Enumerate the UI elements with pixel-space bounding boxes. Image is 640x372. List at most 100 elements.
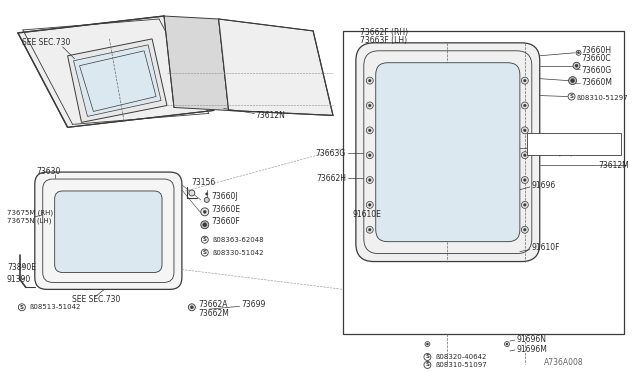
Text: 73662M: 73662M xyxy=(199,309,230,318)
Circle shape xyxy=(506,343,508,345)
Circle shape xyxy=(201,208,209,216)
Text: 73612M: 73612M xyxy=(598,161,629,170)
Text: 91696M: 91696M xyxy=(517,344,548,353)
Circle shape xyxy=(577,52,579,54)
Text: A736A008: A736A008 xyxy=(544,359,583,368)
Text: SEE SEC.730: SEE SEC.730 xyxy=(22,38,70,47)
Text: 73675N (LH): 73675N (LH) xyxy=(7,218,51,224)
Circle shape xyxy=(522,226,529,233)
Circle shape xyxy=(201,221,209,229)
Circle shape xyxy=(369,129,371,132)
Text: S: S xyxy=(426,355,429,359)
Polygon shape xyxy=(79,51,156,112)
FancyBboxPatch shape xyxy=(356,43,540,262)
Circle shape xyxy=(575,64,578,67)
Text: 73662F (RH): 73662F (RH) xyxy=(360,28,408,38)
Circle shape xyxy=(425,341,430,347)
Text: ß08320-40642: ß08320-40642 xyxy=(435,354,487,360)
Text: S: S xyxy=(20,305,24,310)
Text: 73660F: 73660F xyxy=(212,217,241,226)
Circle shape xyxy=(369,154,371,157)
Text: 73660M: 73660M xyxy=(582,78,612,87)
Circle shape xyxy=(524,203,526,206)
Circle shape xyxy=(369,203,371,206)
Circle shape xyxy=(366,152,373,159)
Polygon shape xyxy=(164,16,228,110)
Circle shape xyxy=(204,210,206,213)
Circle shape xyxy=(190,306,193,309)
Text: 91696N: 91696N xyxy=(517,334,547,344)
Text: 73660G: 73660G xyxy=(582,66,612,75)
FancyBboxPatch shape xyxy=(35,172,182,289)
Text: 91390: 91390 xyxy=(7,275,31,284)
Text: ß08310-51097: ß08310-51097 xyxy=(435,362,487,368)
Circle shape xyxy=(19,304,26,311)
Circle shape xyxy=(366,127,373,134)
Circle shape xyxy=(504,341,509,347)
Circle shape xyxy=(522,201,529,208)
Polygon shape xyxy=(74,45,161,116)
Circle shape xyxy=(189,190,195,196)
Text: ß08363-62048: ß08363-62048 xyxy=(212,237,264,243)
Circle shape xyxy=(366,177,373,183)
Bar xyxy=(527,133,621,155)
Polygon shape xyxy=(18,16,214,127)
Circle shape xyxy=(524,228,526,231)
Circle shape xyxy=(573,62,580,69)
Text: ß08513-51042: ß08513-51042 xyxy=(30,304,81,310)
Text: 73630: 73630 xyxy=(36,167,61,176)
Circle shape xyxy=(369,104,371,107)
Circle shape xyxy=(369,179,371,181)
Text: 73612N: 73612N xyxy=(255,111,285,120)
Circle shape xyxy=(369,79,371,82)
Text: 73662A: 73662A xyxy=(199,300,228,309)
Circle shape xyxy=(524,179,526,181)
Text: ß08310-51297: ß08310-51297 xyxy=(577,94,628,100)
Text: 73660E: 73660E xyxy=(212,205,241,214)
Text: 73662E (RH): 73662E (RH) xyxy=(529,140,573,147)
Text: 73663E (LH): 73663E (LH) xyxy=(529,150,573,157)
Circle shape xyxy=(203,223,207,227)
Circle shape xyxy=(204,198,209,202)
Text: S: S xyxy=(203,250,207,255)
Text: 91610F: 91610F xyxy=(532,243,560,252)
FancyBboxPatch shape xyxy=(376,63,520,242)
Circle shape xyxy=(202,249,208,256)
Circle shape xyxy=(524,104,526,107)
Circle shape xyxy=(424,362,431,368)
Circle shape xyxy=(202,236,208,243)
Circle shape xyxy=(524,79,526,82)
Circle shape xyxy=(366,226,373,233)
Text: 73660J: 73660J xyxy=(212,192,238,201)
Circle shape xyxy=(568,93,575,100)
Text: S: S xyxy=(426,362,429,368)
Text: S: S xyxy=(203,237,207,242)
Text: 73662H: 73662H xyxy=(316,174,346,183)
Circle shape xyxy=(522,77,529,84)
Polygon shape xyxy=(219,19,333,115)
Text: S: S xyxy=(570,94,573,99)
Text: 73660H: 73660H xyxy=(582,46,612,55)
Circle shape xyxy=(369,228,371,231)
Text: 73156: 73156 xyxy=(191,177,215,186)
Circle shape xyxy=(522,177,529,183)
Circle shape xyxy=(426,343,428,345)
Circle shape xyxy=(366,102,373,109)
Circle shape xyxy=(366,201,373,208)
Text: 73675M (RH): 73675M (RH) xyxy=(7,209,53,216)
Text: ß08330-51042: ß08330-51042 xyxy=(212,250,264,256)
Circle shape xyxy=(522,127,529,134)
Polygon shape xyxy=(68,39,167,122)
Text: 73890E: 73890E xyxy=(7,263,36,272)
Circle shape xyxy=(522,102,529,109)
Text: 73663G: 73663G xyxy=(316,149,346,158)
Circle shape xyxy=(568,77,577,84)
Bar xyxy=(343,31,624,334)
Text: SEE SEC.730: SEE SEC.730 xyxy=(72,295,120,304)
Circle shape xyxy=(522,152,529,159)
Circle shape xyxy=(524,154,526,157)
Circle shape xyxy=(571,78,575,83)
FancyBboxPatch shape xyxy=(54,191,162,272)
Circle shape xyxy=(524,129,526,132)
Text: 91696: 91696 xyxy=(532,180,556,189)
